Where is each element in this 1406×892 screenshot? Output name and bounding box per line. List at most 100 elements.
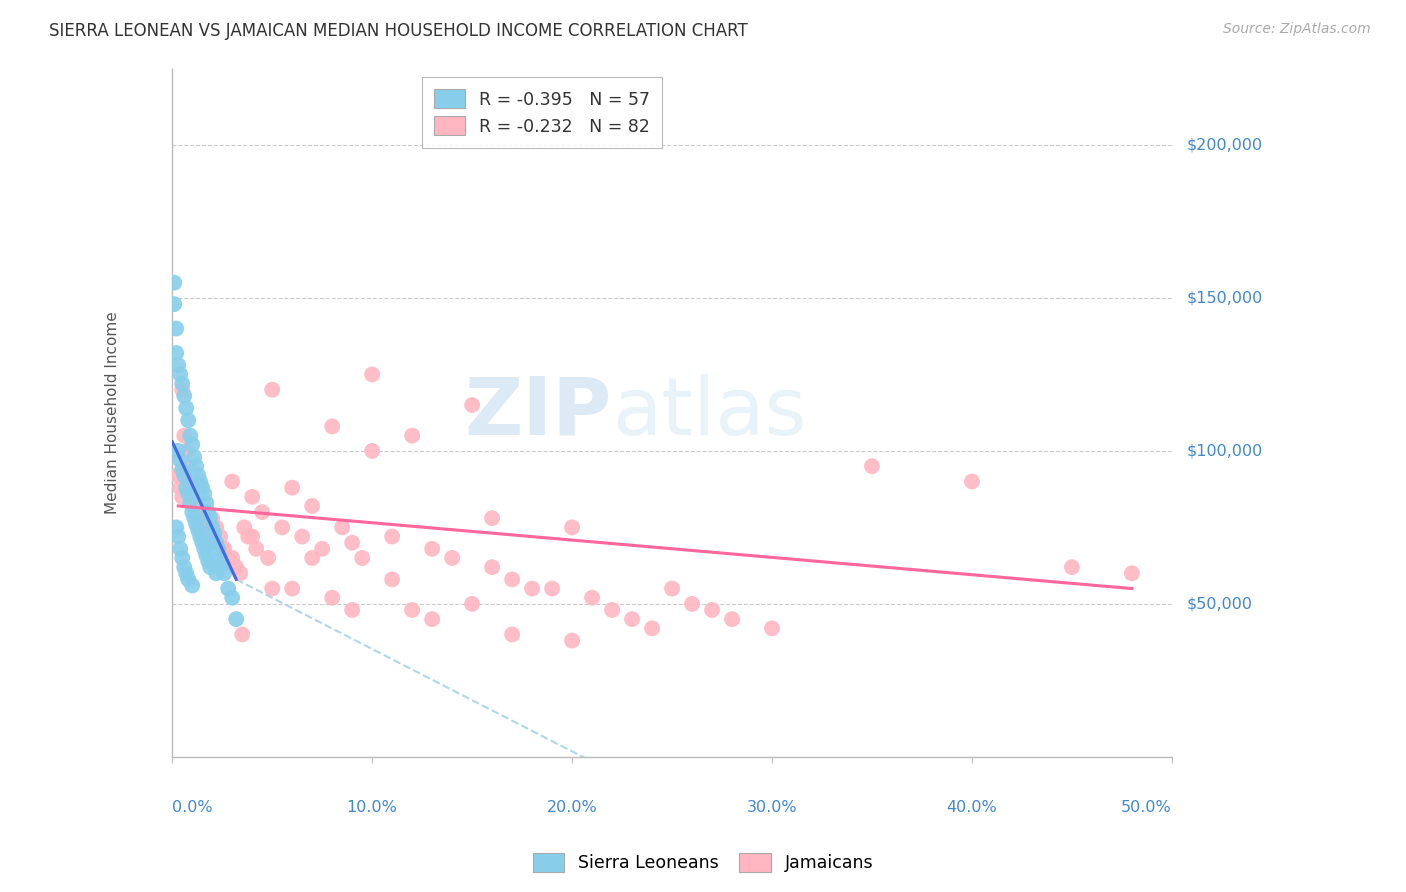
Point — [186, 517, 208, 532]
Point — [177, 487, 200, 501]
Point — [172, 551, 194, 566]
Point — [212, 541, 235, 556]
Point — [401, 428, 423, 442]
Text: 30.0%: 30.0% — [747, 799, 797, 814]
Point — [173, 560, 195, 574]
Point — [301, 499, 323, 513]
Point — [181, 578, 204, 592]
Legend: Sierra Leoneans, Jamaicans: Sierra Leoneans, Jamaicans — [526, 846, 880, 879]
Point — [179, 496, 201, 510]
Point — [172, 376, 194, 391]
Text: $150,000: $150,000 — [1187, 291, 1263, 305]
Point — [183, 450, 205, 464]
Point — [197, 554, 219, 568]
Point — [561, 633, 583, 648]
Point — [1121, 566, 1143, 581]
Point — [191, 481, 214, 495]
Point — [221, 475, 243, 489]
Point — [225, 560, 247, 574]
Point — [217, 582, 239, 596]
Point — [240, 490, 263, 504]
Point — [262, 582, 284, 596]
Point — [167, 358, 190, 372]
Point — [661, 582, 683, 596]
Point — [177, 413, 200, 427]
Point — [207, 541, 229, 556]
Text: ZIP: ZIP — [465, 374, 612, 451]
Point — [321, 419, 343, 434]
Point — [221, 551, 243, 566]
Point — [195, 530, 218, 544]
Point — [163, 276, 186, 290]
Point — [501, 627, 523, 641]
Point — [177, 459, 200, 474]
Point — [271, 520, 294, 534]
Point — [561, 520, 583, 534]
Point — [181, 490, 204, 504]
Point — [187, 468, 209, 483]
Point — [167, 444, 190, 458]
Point — [172, 462, 194, 476]
Point — [321, 591, 343, 605]
Text: 20.0%: 20.0% — [547, 799, 598, 814]
Point — [169, 453, 191, 467]
Point — [257, 551, 280, 566]
Point — [641, 621, 664, 635]
Point — [187, 524, 209, 538]
Text: Median Household Income: Median Household Income — [105, 311, 120, 514]
Point — [681, 597, 703, 611]
Point — [225, 612, 247, 626]
Point — [231, 627, 253, 641]
Point — [330, 520, 353, 534]
Point — [581, 591, 603, 605]
Point — [238, 530, 260, 544]
Point — [181, 438, 204, 452]
Point — [250, 505, 273, 519]
Point — [172, 490, 194, 504]
Point — [520, 582, 543, 596]
Text: $200,000: $200,000 — [1187, 137, 1263, 153]
Point — [200, 560, 222, 574]
Text: 40.0%: 40.0% — [946, 799, 997, 814]
Point — [212, 566, 235, 581]
Point — [191, 505, 214, 519]
Point — [174, 444, 197, 458]
Point — [960, 475, 983, 489]
Point — [193, 520, 215, 534]
Point — [165, 321, 187, 335]
Point — [179, 475, 201, 489]
Point — [169, 368, 191, 382]
Text: $100,000: $100,000 — [1187, 443, 1263, 458]
Text: 10.0%: 10.0% — [347, 799, 398, 814]
Point — [188, 530, 211, 544]
Point — [188, 475, 211, 489]
Point — [183, 499, 205, 513]
Point — [860, 459, 883, 474]
Point — [301, 551, 323, 566]
Point — [173, 428, 195, 442]
Point — [381, 573, 404, 587]
Point — [209, 551, 232, 566]
Point — [501, 573, 523, 587]
Point — [481, 560, 503, 574]
Point — [174, 566, 197, 581]
Point — [197, 505, 219, 519]
Point — [169, 481, 191, 495]
Text: $50,000: $50,000 — [1187, 597, 1253, 611]
Legend: R = -0.395   N = 57, R = -0.232   N = 82: R = -0.395 N = 57, R = -0.232 N = 82 — [422, 78, 662, 148]
Point — [174, 481, 197, 495]
Point — [340, 535, 363, 549]
Point — [165, 346, 187, 360]
Point — [600, 603, 623, 617]
Point — [205, 566, 228, 581]
Point — [169, 541, 191, 556]
Point — [205, 535, 228, 549]
Point — [172, 383, 194, 397]
Point — [761, 621, 783, 635]
Point — [217, 551, 239, 566]
Point — [202, 526, 225, 541]
Point — [461, 597, 484, 611]
Point — [211, 541, 233, 556]
Point — [420, 612, 443, 626]
Point — [245, 541, 267, 556]
